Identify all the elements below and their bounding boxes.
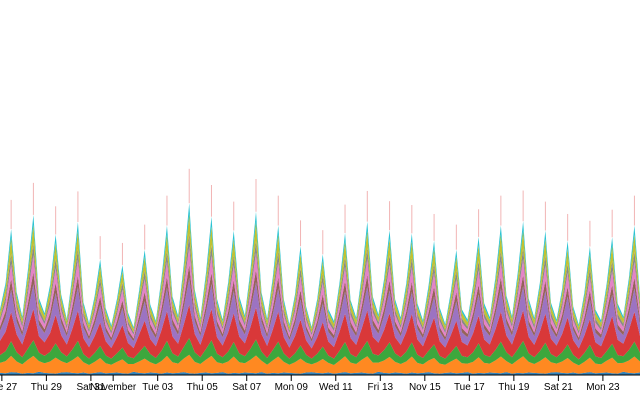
series-area-1: [0, 371, 640, 375]
x-tick-label: Wed 11: [319, 382, 353, 393]
x-tick-label: Fri 13: [368, 382, 394, 393]
x-tick-label: Tue 17: [454, 382, 485, 393]
x-tick-label: Sat 07: [232, 382, 261, 393]
x-tick-label: November: [90, 382, 137, 393]
series-areas: [0, 203, 640, 375]
x-tick-label: Mon 23: [586, 382, 620, 393]
x-tick-label: Sat 21: [544, 382, 573, 393]
series-area-2: [0, 354, 640, 374]
series-area-6: [0, 264, 640, 342]
x-tick-label: Nov 15: [409, 382, 441, 393]
x-tick-label: Thu 29: [31, 382, 63, 393]
x-tick-label: Tue 27: [0, 382, 18, 393]
x-tick-label: Tue 03: [142, 382, 173, 393]
x-tick-label: Thu 05: [187, 382, 219, 393]
series-spikes: [10, 168, 635, 265]
series-area-5: [0, 277, 640, 349]
series-area-9: [0, 213, 640, 333]
x-tick-label: Sat 31: [76, 382, 105, 393]
x-tick-label: Thu 19: [498, 382, 530, 393]
series-area-8: [0, 234, 640, 336]
x-tick-label: Mon 09: [275, 382, 309, 393]
series-area-10: [0, 203, 640, 329]
series-area-7: [0, 246, 640, 339]
series-area-3: [0, 338, 640, 366]
series-area-4: [0, 304, 640, 360]
